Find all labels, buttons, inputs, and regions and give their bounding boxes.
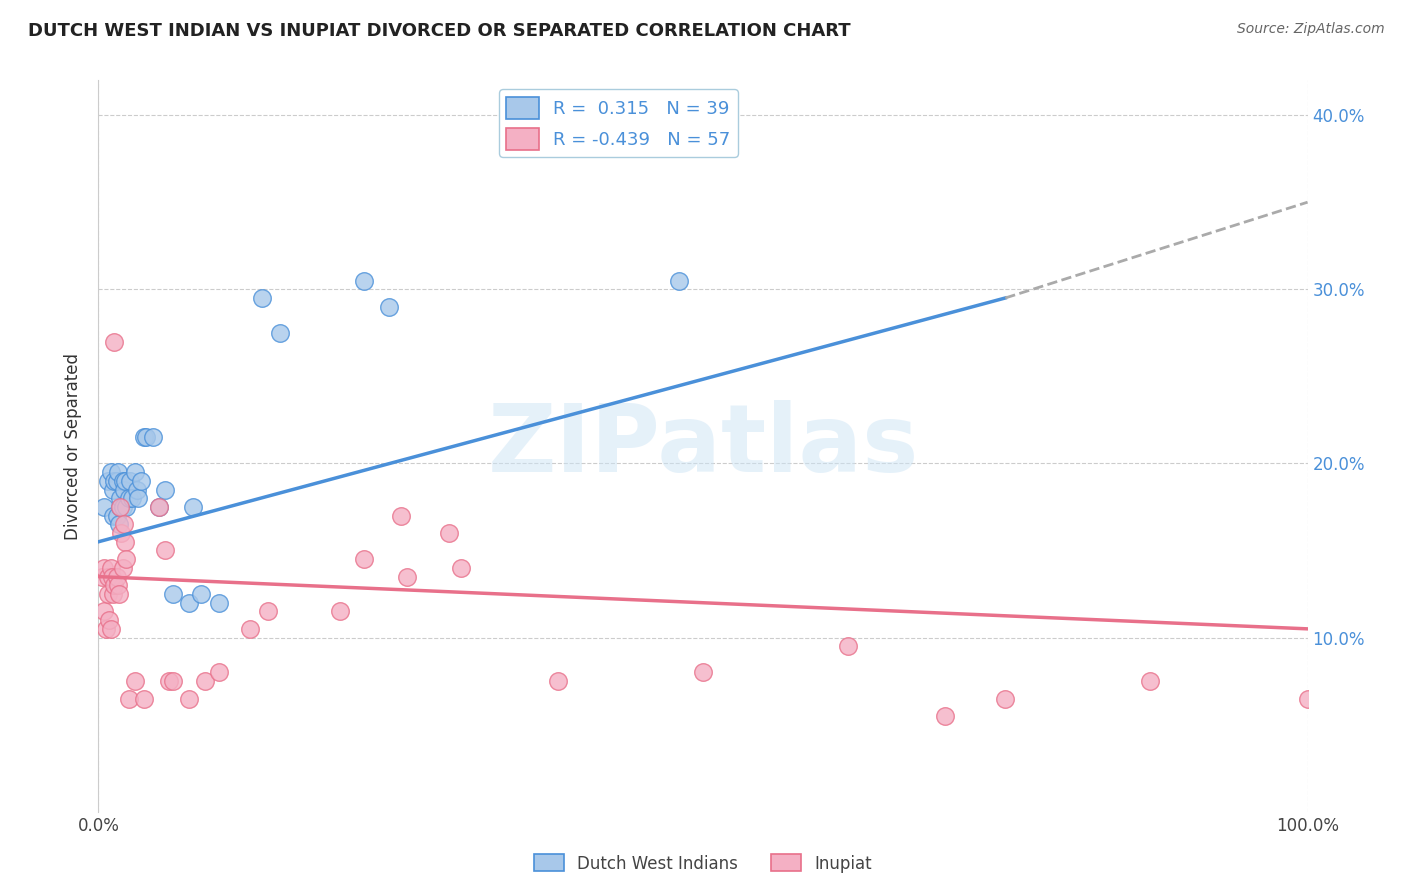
Point (127, 483, 149, 497)
Point (934, 709, 956, 723)
Point (107, 465, 129, 479)
Point (148, 500, 170, 514)
Point (93, 604, 115, 618)
Point (97, 587, 120, 601)
Point (547, 674, 569, 689)
Point (377, 300, 399, 314)
Point (101, 483, 124, 497)
Point (194, 674, 217, 689)
Point (118, 474, 141, 488)
Point (129, 474, 152, 488)
Point (353, 552, 375, 566)
Point (269, 326, 291, 340)
Point (100, 465, 122, 479)
Point (115, 552, 138, 566)
Point (103, 578, 125, 592)
Point (256, 604, 278, 618)
Point (162, 587, 184, 601)
Point (105, 474, 128, 488)
Point (111, 561, 134, 575)
Point (994, 691, 1017, 706)
Point (135, 430, 157, 444)
Point (101, 508, 124, 523)
Point (1357, 569, 1379, 583)
Point (110, 526, 132, 541)
Point (112, 517, 135, 532)
Point (100, 622, 122, 636)
Point (108, 491, 131, 506)
Point (190, 587, 212, 601)
Point (124, 465, 146, 479)
Point (98, 613, 121, 627)
Point (101, 587, 124, 601)
Point (134, 691, 156, 706)
Point (121, 491, 143, 506)
Point (91, 569, 114, 583)
Point (114, 534, 136, 549)
Point (1139, 674, 1161, 689)
Point (93, 500, 115, 514)
Point (103, 334, 125, 349)
Point (124, 674, 146, 689)
Point (239, 622, 262, 636)
Point (437, 526, 460, 541)
Point (157, 674, 180, 689)
Legend: Dutch West Indians, Inupiat: Dutch West Indians, Inupiat (527, 847, 879, 880)
Text: DUTCH WEST INDIAN VS INUPIAT DIVORCED OR SEPARATED CORRELATION CHART: DUTCH WEST INDIAN VS INUPIAT DIVORCED OR… (28, 22, 851, 40)
Point (142, 430, 165, 444)
Point (105, 508, 128, 523)
Point (208, 596, 231, 610)
Point (153, 543, 176, 558)
Point (112, 483, 135, 497)
Point (329, 604, 352, 618)
Point (450, 561, 472, 575)
Point (153, 483, 176, 497)
Point (111, 500, 134, 514)
Point (94, 622, 117, 636)
Point (118, 691, 141, 706)
Point (179, 596, 201, 610)
Point (103, 474, 125, 488)
Point (179, 691, 201, 706)
Point (389, 508, 412, 523)
Y-axis label: Divorced or Separated: Divorced or Separated (65, 352, 83, 540)
Point (108, 500, 131, 514)
Point (108, 517, 131, 532)
Point (111, 474, 134, 488)
Point (395, 569, 418, 583)
Point (127, 491, 149, 506)
Point (250, 291, 273, 305)
Point (181, 500, 204, 514)
Point (162, 674, 184, 689)
Point (118, 491, 141, 506)
Legend: R =  0.315   N = 39, R = -0.439   N = 57: R = 0.315 N = 39, R = -0.439 N = 57 (499, 89, 738, 157)
Point (668, 274, 690, 288)
Point (108, 587, 131, 601)
Point (107, 578, 129, 592)
Point (105, 569, 128, 583)
Point (837, 640, 859, 654)
Point (100, 561, 122, 575)
Point (208, 665, 231, 680)
Point (97, 569, 120, 583)
Point (97, 474, 120, 488)
Point (148, 500, 170, 514)
Point (114, 474, 136, 488)
Point (1296, 691, 1319, 706)
Text: Source: ZipAtlas.com: Source: ZipAtlas.com (1237, 22, 1385, 37)
Point (692, 665, 714, 680)
Point (353, 274, 375, 288)
Text: ZIPatlas: ZIPatlas (488, 400, 918, 492)
Point (134, 430, 156, 444)
Point (93, 561, 115, 575)
Point (115, 500, 138, 514)
Point (108, 500, 131, 514)
Point (100, 569, 122, 583)
